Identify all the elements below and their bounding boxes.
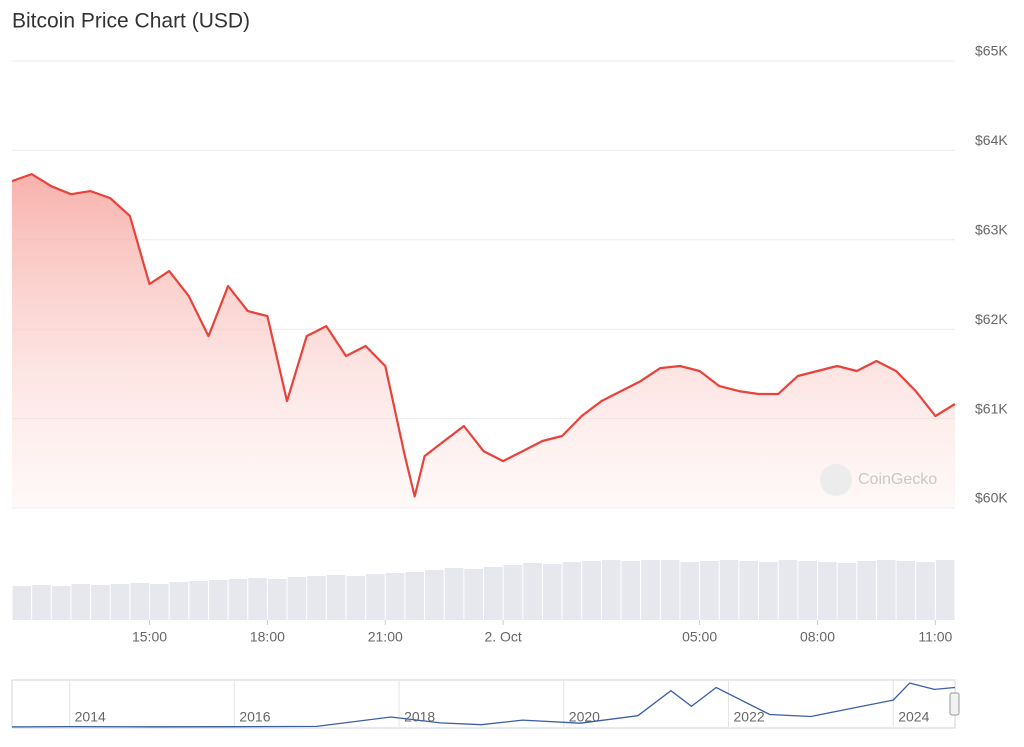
volume-bar [719,560,739,620]
volume-bar [562,562,582,620]
volume-bar [208,580,228,620]
watermark-logo [820,464,852,496]
volume-bar [91,585,110,620]
y-tick-label: $65K [975,43,1008,59]
volume-bar [680,562,700,620]
volume-bar [916,562,935,620]
volume-bar [700,561,719,620]
volume-bar [71,584,91,620]
volume-bar [896,561,916,620]
volume-bar [837,563,857,620]
volume-bar [876,560,896,620]
volume-bar [621,561,641,620]
volume-bar [425,570,444,620]
area-fill [12,174,955,508]
x-tick-label: 18:00 [250,629,285,645]
x-tick-label: 21:00 [368,629,403,645]
volume-bar [759,562,778,620]
volume-bar [110,584,130,620]
volume-bar [169,582,189,620]
volume-bar [326,575,346,620]
volume-bar [542,564,562,620]
x-tick-label: 2. Oct [484,629,521,645]
volume-bar [346,576,366,620]
navigator-year-label: 2014 [75,709,106,725]
x-tick-label: 15:00 [132,629,167,645]
navigator-year-label: 2016 [239,709,270,725]
volume-bar [503,565,523,620]
navigator-frame [11,679,956,729]
navigator-year-label: 2020 [569,709,600,725]
navigator-line [11,682,956,728]
x-tick-label: 08:00 [800,629,835,645]
volume-bar [32,585,51,620]
y-tick-label: $62K [975,311,1008,327]
volume-bar [817,562,837,620]
chart-title: Bitcoin Price Chart (USD) [12,10,250,33]
volume-bar [51,586,71,620]
volume-bar [798,561,817,620]
volume-bar [405,572,425,620]
y-tick-label: $61K [975,400,1008,416]
volume-bar [385,573,405,620]
volume-bar [778,560,798,620]
volume-bar [307,576,326,620]
volume-bar [641,560,660,620]
navigator-year-label: 2022 [734,709,765,725]
volume-bar [267,579,287,620]
volume-bar [935,560,955,620]
volume-bar [464,569,483,620]
volume-bar [601,560,621,620]
volume-bar [660,560,680,620]
volume-bar [582,561,601,620]
x-tick-label: 05:00 [682,629,717,645]
volume-bar [484,567,503,620]
volume-bar [444,568,464,620]
volume-bar [523,563,542,620]
y-tick-label: $64K [975,132,1008,148]
navigator-handle[interactable] [949,692,960,716]
volume-bar [739,561,759,620]
volume-bar [130,583,150,620]
volume-bar [287,577,307,620]
watermark: CoinGecko [858,471,937,488]
volume-bar [228,579,248,620]
volume-bar [12,586,32,620]
volume-bar [189,581,208,620]
volume-bar [366,574,385,620]
watermark-group: CoinGecko [820,464,937,496]
navigator-year-label: 2018 [404,709,435,725]
y-tick-label: $60K [975,490,1008,506]
volume-bar [857,561,876,620]
volume-bar [248,578,267,620]
y-tick-label: $63K [975,222,1008,238]
price-line [11,173,956,498]
x-tick-label: 11:00 [918,629,952,645]
volume-bar [150,584,169,620]
navigator-year-label: 2024 [898,709,929,725]
